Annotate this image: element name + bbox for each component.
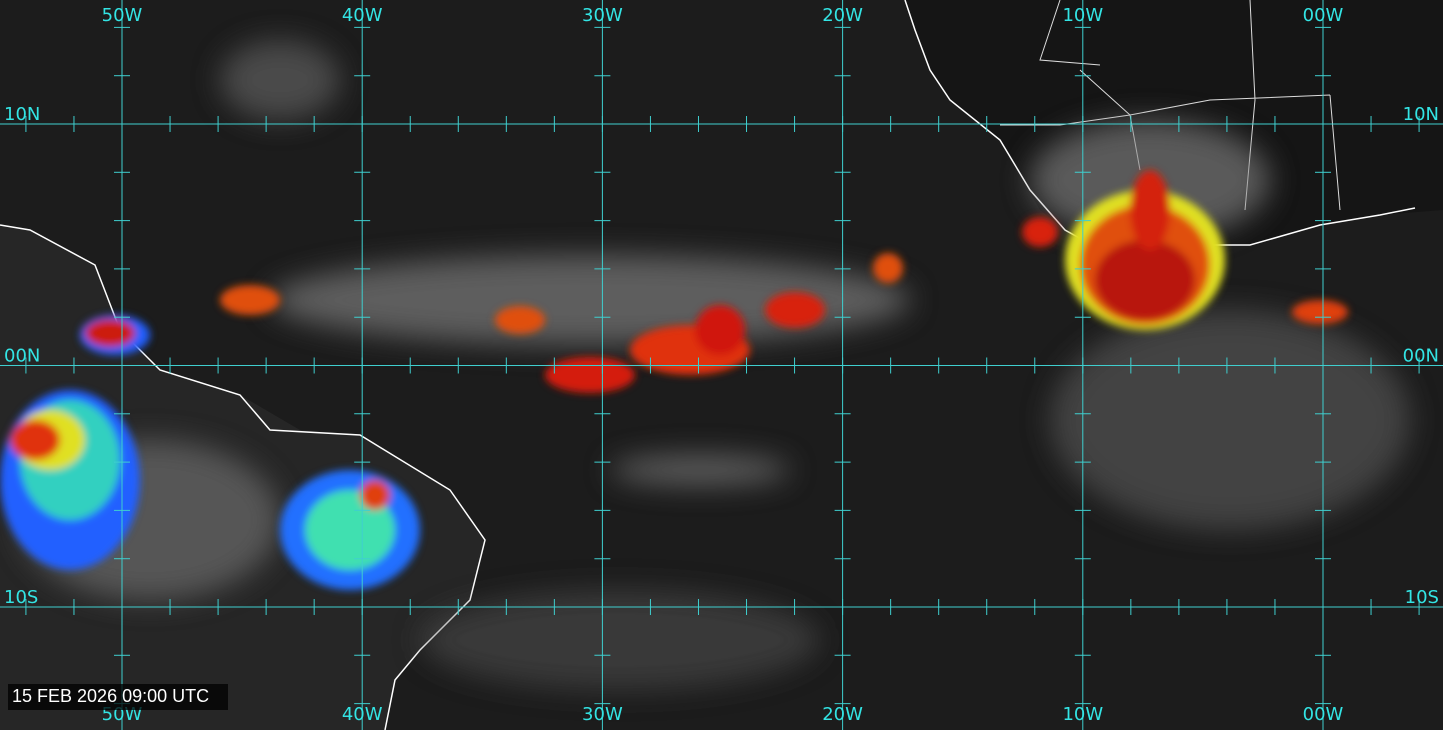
longitude-label: 30W (582, 704, 623, 725)
longitude-label: 20W (822, 5, 863, 26)
longitude-label: 20W (822, 704, 863, 725)
clouds (20, 40, 1410, 690)
latitude-label: 00N (4, 346, 40, 367)
longitude-label: 10W (1062, 5, 1103, 26)
latitude-label: 00N (1403, 346, 1439, 367)
timestamp: 15 FEB 2026 09:00 UTC (12, 686, 209, 706)
timestamp-box (8, 684, 228, 710)
latitude-label: 10N (4, 104, 40, 125)
longitude-label: 40W (342, 5, 383, 26)
longitude-label: 10W (1062, 704, 1103, 725)
longitude-label: 40W (342, 704, 383, 725)
longitude-label: 00W (1303, 5, 1344, 26)
longitude-label: 50W (102, 5, 143, 26)
longitude-label: 30W (582, 5, 623, 26)
latitude-label: 10N (1403, 104, 1439, 125)
latitude-label: 10S (4, 587, 38, 608)
latitude-label: 10S (1405, 587, 1439, 608)
longitude-label: 00W (1303, 704, 1344, 725)
